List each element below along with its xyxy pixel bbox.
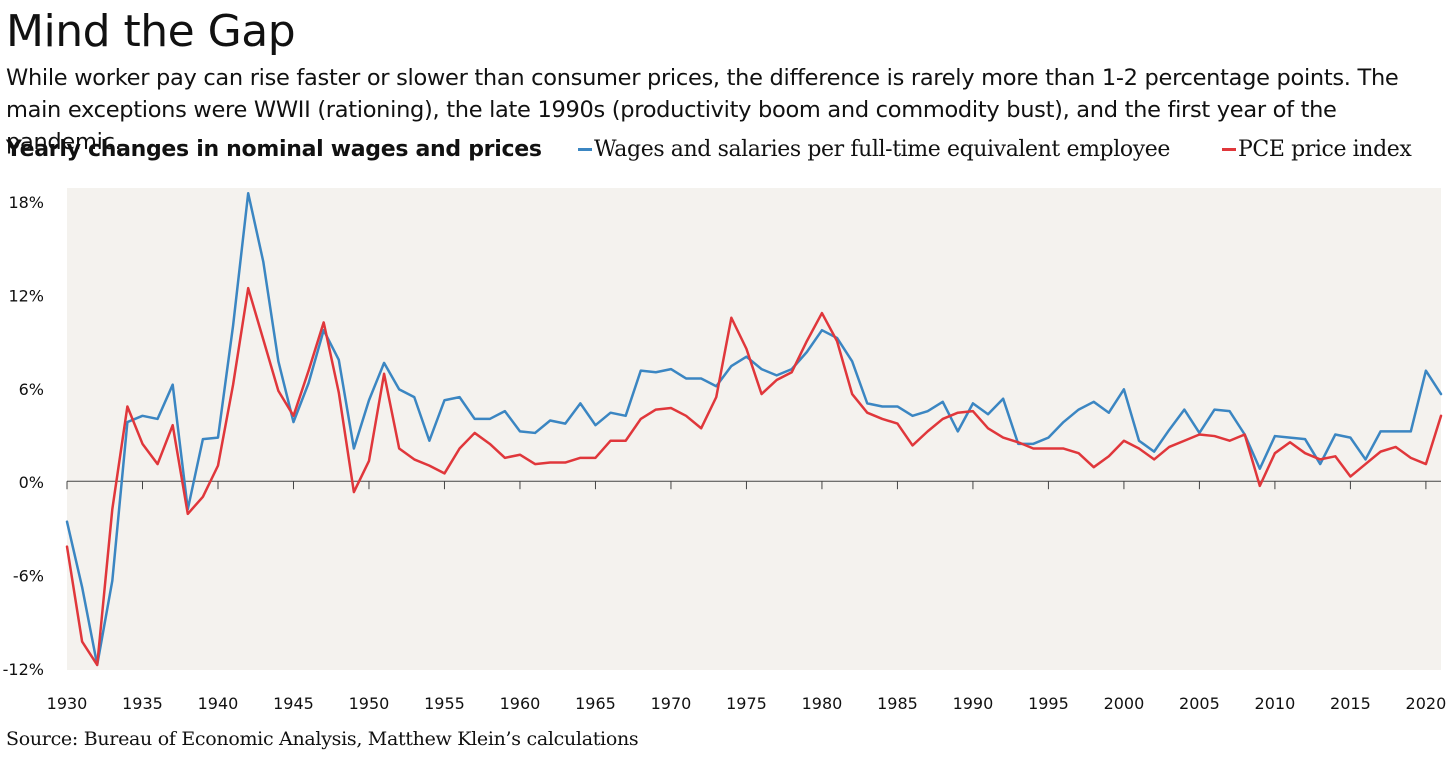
legend-swatch-pce xyxy=(1222,148,1236,151)
y-tick-label: -12% xyxy=(3,660,44,679)
series-line-pce xyxy=(65,286,1443,667)
x-tick-label: 1955 xyxy=(424,694,465,713)
x-tick-label: 1930 xyxy=(47,694,88,713)
x-tick-label: 1985 xyxy=(877,694,918,713)
y-tick-label: 6% xyxy=(19,380,44,399)
x-tick-label: 1990 xyxy=(953,694,994,713)
legend-item-wages: Wages and salaries per full-time equival… xyxy=(578,137,1170,162)
y-tick-label: -6% xyxy=(13,567,44,586)
legend-label-pce: PCE price index xyxy=(1238,137,1412,162)
x-tick-label: 1960 xyxy=(500,694,541,713)
legend-swatch-wages xyxy=(578,148,592,151)
x-tick-label: 1975 xyxy=(726,694,767,713)
x-tick-label: 1995 xyxy=(1028,694,1069,713)
x-tick-label: 2005 xyxy=(1179,694,1220,713)
legend-item-pce: PCE price index xyxy=(1222,137,1412,162)
legend-label-wages: Wages and salaries per full-time equival… xyxy=(594,137,1170,162)
y-tick-label: 0% xyxy=(19,473,44,492)
chart-heading: Yearly changes in nominal wages and pric… xyxy=(6,137,542,162)
x-tick-label: 2015 xyxy=(1330,694,1371,713)
x-tick-label: 1935 xyxy=(122,694,163,713)
x-tick-label: 2020 xyxy=(1406,694,1447,713)
x-tick-label: 1970 xyxy=(651,694,692,713)
x-tick-label: 1950 xyxy=(349,694,390,713)
plot-background xyxy=(67,188,1441,670)
x-tick-label: 2000 xyxy=(1104,694,1145,713)
x-tick-label: 1980 xyxy=(802,694,843,713)
x-tick-label: 1965 xyxy=(575,694,616,713)
x-tick-label: 1940 xyxy=(198,694,239,713)
x-tick-label: 2010 xyxy=(1255,694,1296,713)
y-tick-label: 12% xyxy=(8,286,44,305)
x-tick-label: 1945 xyxy=(273,694,314,713)
series-line-wages xyxy=(65,191,1443,667)
chart-title: Mind the Gap xyxy=(6,6,296,57)
source-note: Source: Bureau of Economic Analysis, Mat… xyxy=(6,728,639,750)
y-tick-label: 18% xyxy=(8,193,44,212)
chart-subtitle: While worker pay can rise faster or slow… xyxy=(6,65,1399,155)
line-chart: 1930 1935 1940 1945 1950 1955 1960 1965 1970 1975… xyxy=(3,188,1447,713)
